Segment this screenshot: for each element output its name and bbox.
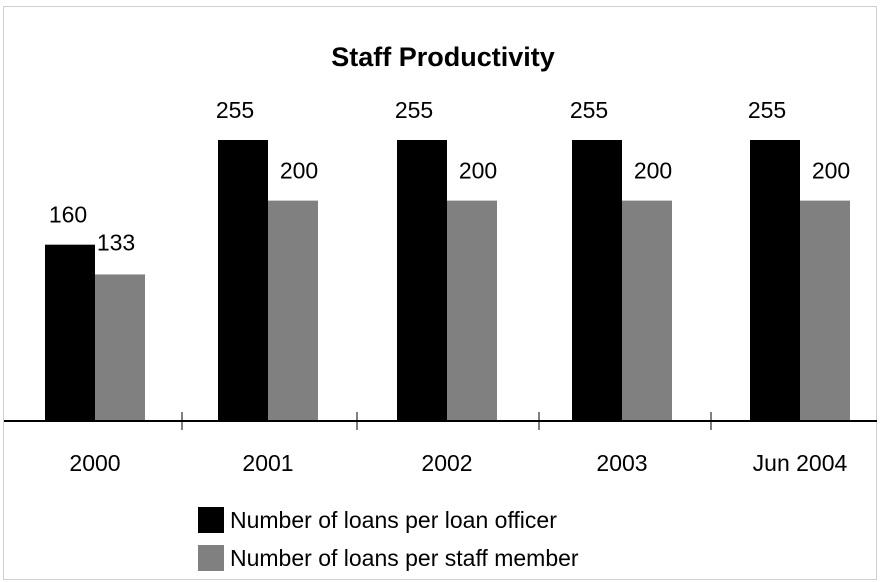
value-label-loan-officer-1: 255 — [216, 97, 254, 123]
x-tick-label-2: 2002 — [421, 450, 472, 476]
value-label-loan-officer-0: 160 — [49, 202, 87, 228]
x-tick-label-4: Jun 2004 — [753, 450, 848, 476]
labels-layer: 160 133 255 200 255 200 255 200 255 200 — [49, 97, 850, 255]
chart-frame — [3, 6, 877, 580]
bars-layer — [45, 140, 850, 421]
value-label-staff-member-3: 200 — [634, 158, 672, 184]
x-tick-label-1: 2001 — [242, 450, 293, 476]
value-label-loan-officer-3: 255 — [570, 97, 608, 123]
bar-staff-member-0 — [95, 274, 145, 421]
x-axis: 2000 2001 2002 2003 Jun 2004 — [4, 412, 877, 476]
legend-swatch-staff-member — [198, 545, 224, 571]
legend-label-staff-member: Number of loans per staff member — [230, 545, 579, 571]
bar-staff-member-1 — [268, 200, 318, 421]
legend: Number of loans per loan officer Number o… — [198, 507, 579, 571]
bar-staff-member-2 — [447, 200, 497, 421]
bar-loan-officer-0 — [45, 244, 95, 421]
value-label-loan-officer-4: 255 — [748, 97, 786, 123]
bar-loan-officer-4 — [750, 140, 800, 421]
value-label-staff-member-4: 200 — [812, 158, 850, 184]
bar-loan-officer-2 — [397, 140, 447, 421]
value-label-loan-officer-2: 255 — [395, 97, 433, 123]
bar-staff-member-4 — [800, 200, 850, 421]
bar-staff-member-3 — [622, 200, 672, 421]
bar-loan-officer-3 — [572, 140, 622, 421]
x-tick-label-0: 2000 — [69, 450, 120, 476]
x-tick-label-3: 2003 — [596, 450, 647, 476]
legend-label-loan-officer: Number of loans per loan officer — [230, 507, 557, 533]
value-label-staff-member-2: 200 — [459, 158, 497, 184]
legend-swatch-loan-officer — [198, 507, 224, 533]
bar-loan-officer-1 — [218, 140, 268, 421]
chart-title: Staff Productivity — [331, 42, 555, 72]
value-label-staff-member-1: 200 — [280, 158, 318, 184]
value-label-staff-member-0: 133 — [97, 229, 135, 255]
